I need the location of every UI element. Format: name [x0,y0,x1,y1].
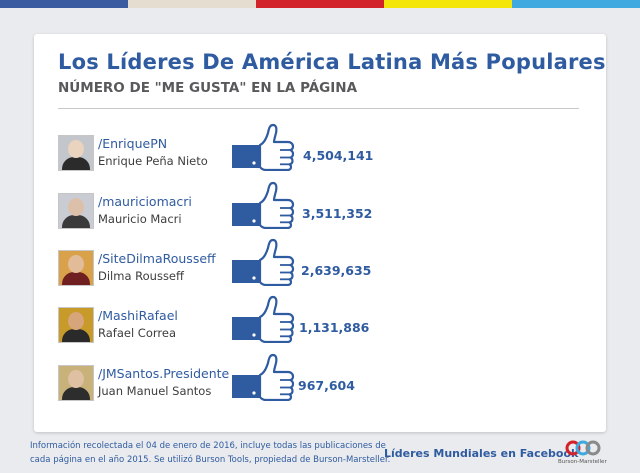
leader-row: /MashiRafael Rafael Correa 1,131,886 [58,295,498,347]
likes-count: 1,131,886 [299,320,370,335]
leader-avatar [58,250,94,286]
thumbs-up-icon [232,295,295,343]
likes-count: 2,639,635 [301,263,372,278]
color-stripe-beige [128,0,256,8]
leader-row: /mauriciomacri Mauricio Macri 3,511,352 [58,181,498,233]
facebook-page-handle[interactable]: /JMSantos.Presidente [98,366,230,381]
leader-name: Mauricio Macri [98,212,182,226]
facebook-page-handle[interactable]: /MashiRafael [98,308,178,323]
color-stripe-red [256,0,384,8]
color-stripe-lightblue [512,0,640,8]
footer-line-1: Información recolectada el 04 de enero d… [30,441,386,451]
thumbs-up-icon [232,181,295,229]
top-color-bar [0,0,640,8]
leader-avatar [58,135,94,171]
leader-name: Dilma Rousseff [98,269,184,283]
burson-marsteller-logo [565,440,601,456]
thumbs-up-icon [232,238,295,286]
thumbs-up-icon [232,353,295,401]
likes-count: 967,604 [298,378,355,393]
divider [58,108,579,109]
leader-row: /EnriquePN Enrique Peña Nieto 4,504,141 [58,123,498,175]
likes-count: 3,511,352 [302,206,373,221]
leader-avatar [58,365,94,401]
likes-count: 4,504,141 [303,148,374,163]
chart-title: Los Líderes De América Latina Más Popula… [58,50,606,74]
color-stripe-yellow [384,0,512,8]
footer-line-2: cada página en el año 2015. Se utilizó B… [30,455,391,465]
logo-wordmark: Burson-Marsteller [558,459,607,465]
leader-name: Juan Manuel Santos [98,384,212,398]
leader-avatar [58,193,94,229]
facebook-page-handle[interactable]: /SiteDilmaRousseff [98,251,216,266]
chart-card: Los Líderes De América Latina Más Popula… [34,34,606,432]
facebook-page-handle[interactable]: /EnriquePN [98,136,168,151]
leader-avatar [58,307,94,343]
leader-name: Enrique Peña Nieto [98,154,208,168]
leader-name: Rafael Correa [98,326,176,340]
footer-brand: Líderes Mundiales en Facebook [384,447,579,460]
footer-note: Información recolectada el 04 de enero d… [30,439,391,467]
chart-subtitle: NÚMERO DE "ME GUSTA" EN LA PÁGINA [58,80,358,96]
color-stripe-blue [0,0,128,8]
leader-row: /JMSantos.Presidente Juan Manuel Santos 96… [58,353,498,405]
facebook-page-handle[interactable]: /mauriciomacri [98,194,192,209]
leader-row: /SiteDilmaRousseff Dilma Rousseff 2,639,63… [58,238,498,290]
thumbs-up-icon [232,123,295,171]
